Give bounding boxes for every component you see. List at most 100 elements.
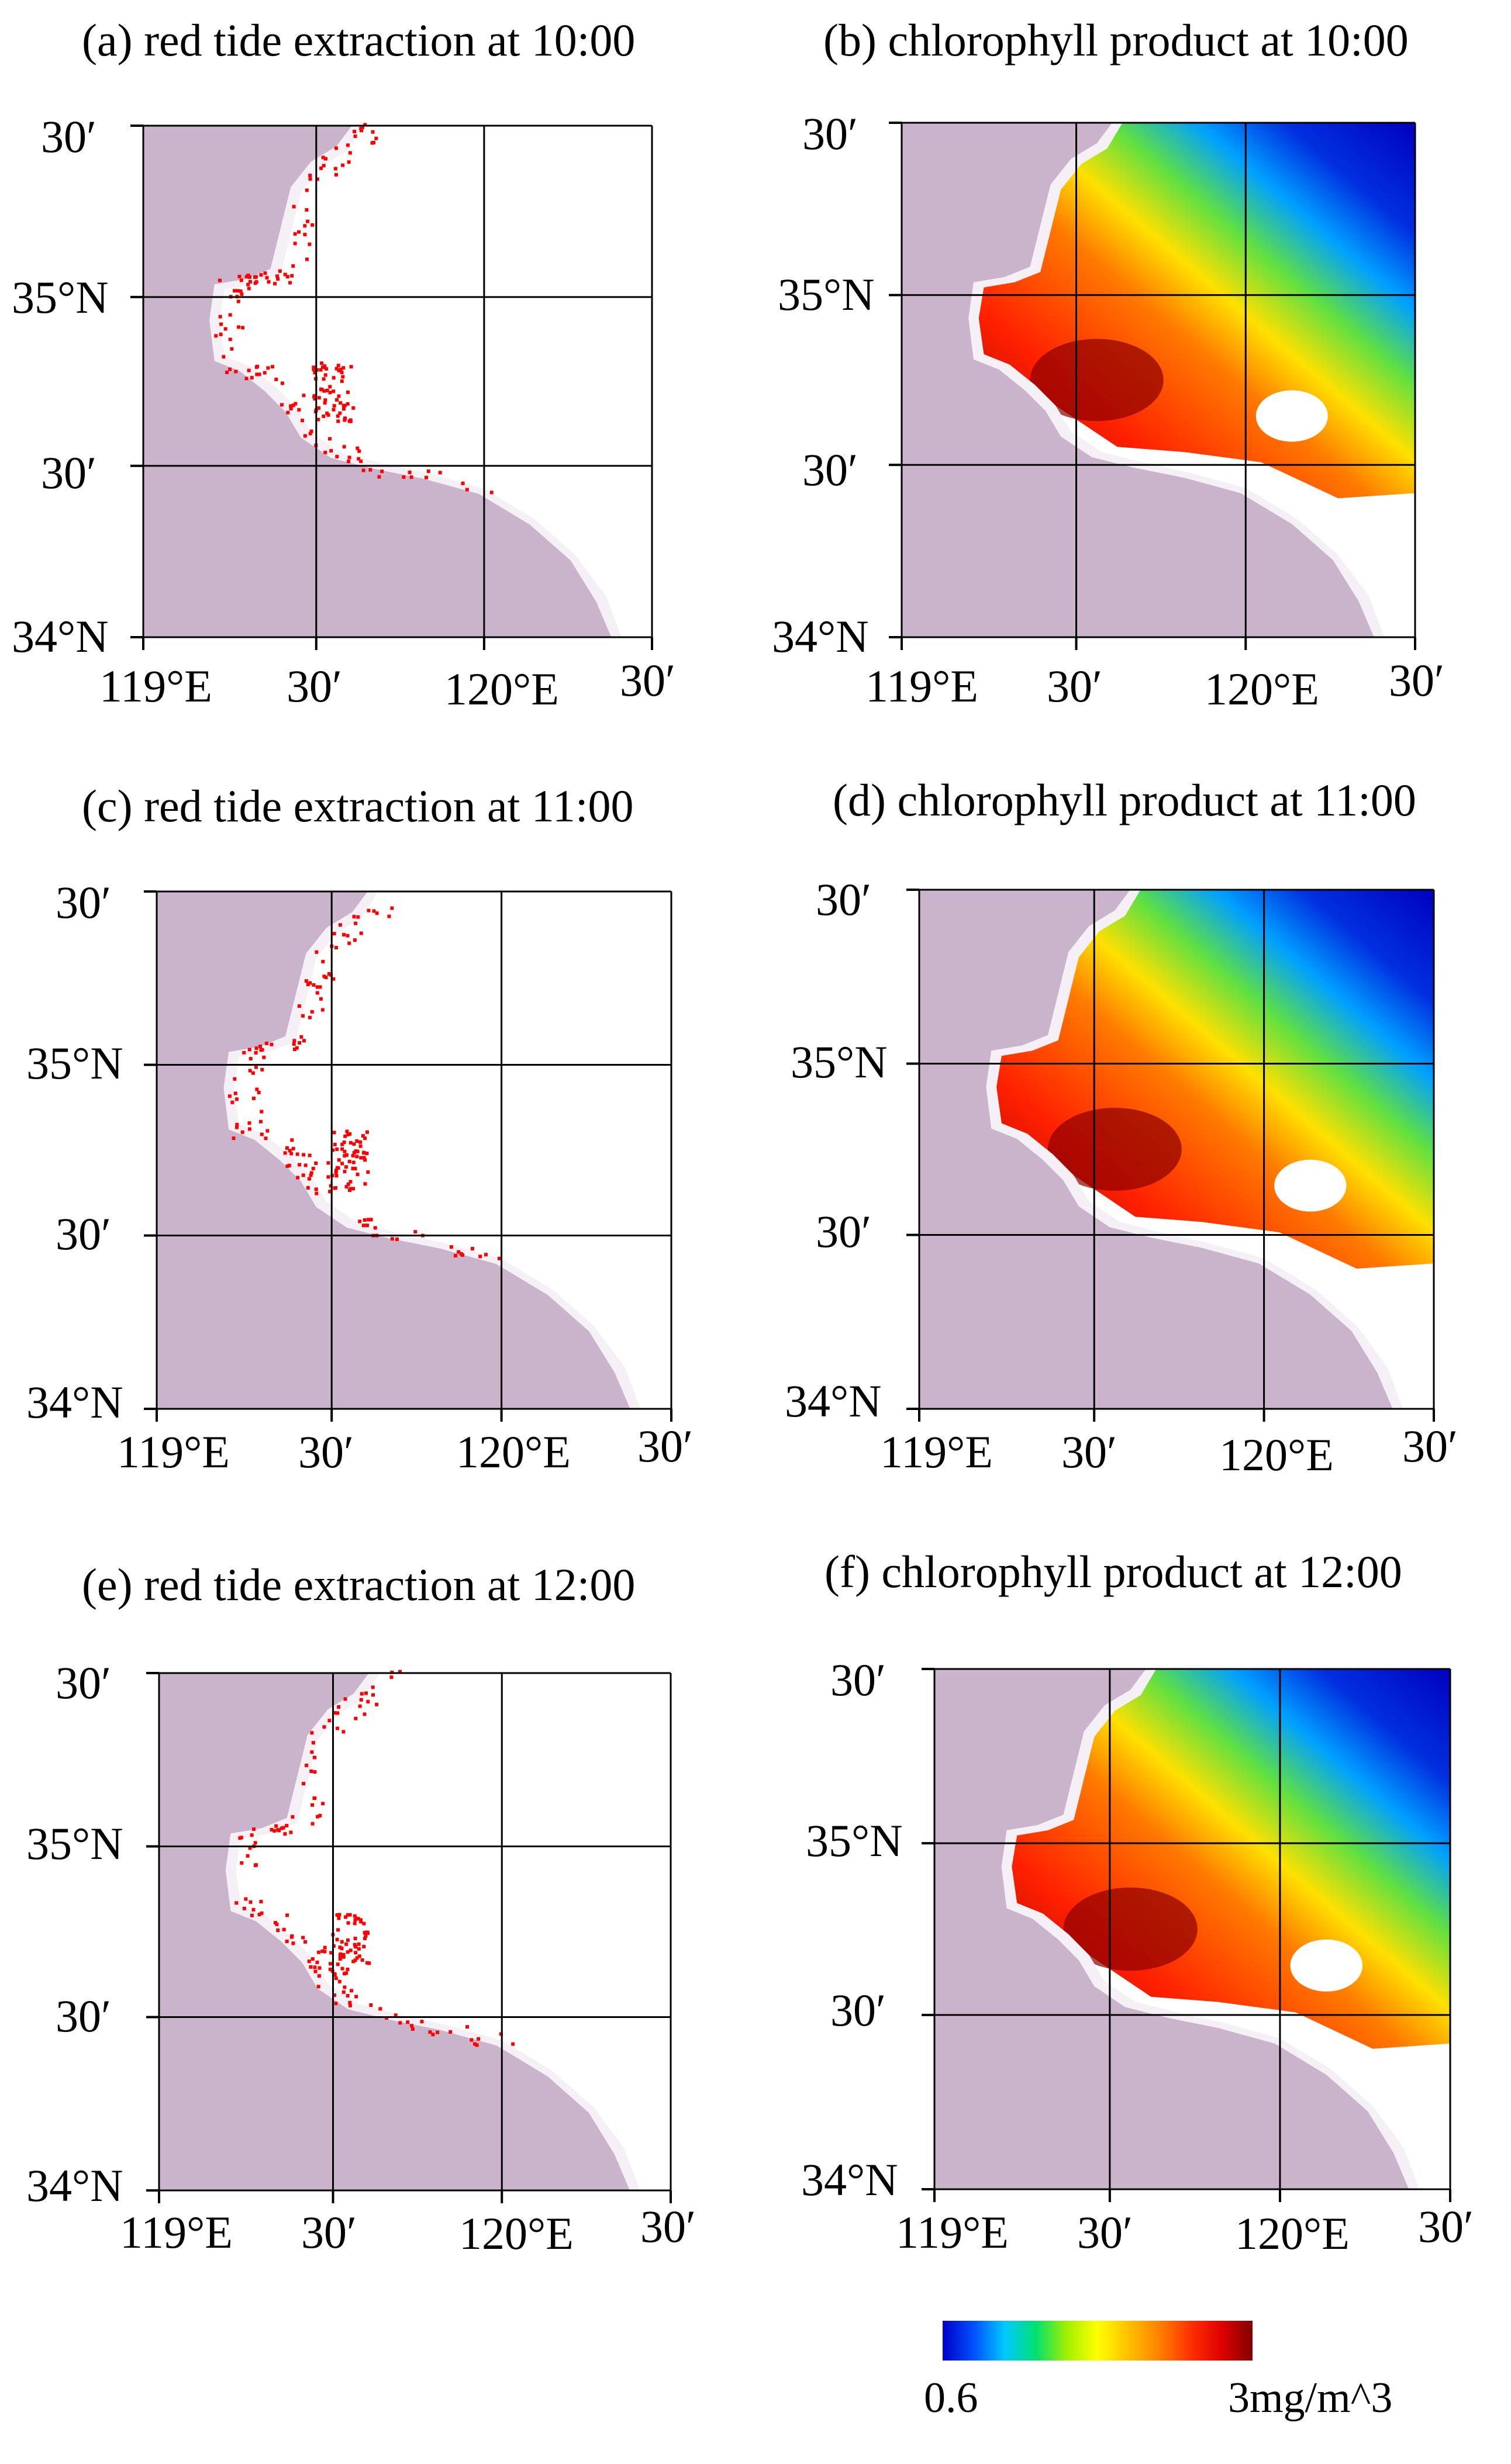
lat-label-30-e: 30′: [56, 1657, 112, 1708]
red-tide-pixel: [322, 974, 326, 979]
red-tide-pixel: [390, 1237, 394, 1241]
red-tide-pixel: [236, 299, 240, 303]
land-area: [143, 126, 612, 637]
red-tide-pixel: [323, 451, 327, 455]
red-tide-pixel: [333, 167, 337, 171]
red-tide-pixel: [333, 1186, 337, 1190]
lon-label-119e-f: 119°E: [896, 2207, 1009, 2258]
map-panel-b: [889, 122, 1416, 650]
red-tide-pixel: [339, 401, 343, 405]
red-tide-pixel: [311, 1166, 315, 1170]
red-tide-pixel: [309, 429, 313, 433]
red-tide-pixel: [237, 325, 241, 329]
red-tide-pixel: [343, 1697, 347, 1701]
red-tide-pixel: [254, 1050, 258, 1055]
red-tide-pixel: [353, 1945, 357, 1949]
panel-title-c: (c) red tide extraction at 11:00: [82, 780, 634, 831]
red-tide-pixel: [334, 172, 338, 177]
red-tide-pixel: [322, 377, 326, 381]
red-tide-pixel: [364, 1691, 368, 1695]
red-tide-pixel: [370, 141, 374, 145]
red-tide-pixel: [254, 1046, 258, 1050]
red-tide-pixel: [353, 1914, 357, 1918]
red-tide-pixel: [267, 280, 271, 284]
red-tide-pixel: [489, 490, 494, 495]
red-tide-pixel: [362, 1156, 366, 1160]
red-tide-pixel: [329, 1189, 333, 1193]
red-tide-pixel: [285, 1824, 289, 1828]
red-tide-pixel: [315, 1960, 319, 1964]
red-tide-pixel: [251, 1071, 255, 1075]
red-tide-pixel: [308, 174, 312, 178]
red-tide-pixel: [301, 1173, 305, 1177]
red-tide-pixel: [337, 1913, 341, 1917]
red-tide-pixel: [228, 367, 232, 371]
red-tide-pixel: [378, 2007, 382, 2011]
red-tide-pixel: [356, 915, 360, 919]
red-tide-pixel: [288, 281, 292, 285]
red-tide-pixel: [348, 2000, 352, 2005]
red-tide-pixel: [255, 1087, 259, 1091]
red-tide-pixel: [340, 1147, 344, 1151]
red-tide-pixel: [313, 397, 317, 401]
red-tide-pixel: [219, 322, 223, 326]
red-tide-pixel: [363, 1182, 367, 1186]
red-tide-pixel: [367, 1961, 371, 1965]
red-tide-pixel: [368, 468, 372, 472]
red-tide-pixel: [341, 163, 345, 167]
red-tide-pixel: [349, 1948, 353, 1952]
red-tide-pixel: [295, 1046, 299, 1050]
red-tide-pixel: [457, 1250, 461, 1254]
red-tide-pixel: [248, 1069, 252, 1073]
red-tide-pixel: [349, 1180, 353, 1184]
red-tide-pixel: [319, 997, 323, 1001]
red-tide-pixel: [327, 1719, 332, 1723]
red-tide-pixel: [322, 164, 326, 168]
red-tide-pixel: [310, 1731, 314, 1735]
red-tide-pixel: [295, 1152, 299, 1156]
red-tide-pixel: [312, 983, 316, 987]
red-tide-pixel: [353, 130, 357, 134]
red-tide-pixel: [339, 1952, 343, 1956]
red-tide-pixel: [235, 1125, 239, 1129]
red-tide-pixel: [307, 1177, 311, 1181]
red-tide-pixel: [358, 1704, 362, 1708]
map-panel-a: [130, 123, 653, 650]
red-tide-pixel: [334, 367, 339, 371]
red-tide-pixel: [359, 126, 363, 130]
red-tide-pixel: [431, 2033, 435, 2037]
red-tide-pixel: [322, 414, 326, 419]
red-tide-pixel: [321, 1802, 325, 1806]
red-tide-pixel: [319, 166, 323, 170]
red-tide-pixel: [408, 471, 412, 475]
red-tide-pixel: [214, 334, 218, 338]
red-tide-pixel: [316, 1815, 320, 1819]
lat-label-30b-f: 30′: [830, 1985, 886, 2036]
red-tide-pixel: [319, 387, 323, 391]
red-tide-pixel: [289, 1935, 294, 1939]
red-tide-pixel: [352, 915, 356, 919]
red-tide-pixel: [332, 376, 336, 380]
red-tide-pixel: [359, 1698, 363, 1702]
red-tide-pixel: [363, 1136, 367, 1141]
red-tide-pixel: [353, 938, 357, 942]
map-panel-e: [146, 1670, 672, 2203]
red-tide-pixel: [367, 908, 371, 913]
red-tide-pixel: [293, 232, 297, 236]
red-tide-pixel: [290, 274, 294, 278]
red-tide-pixel: [312, 1796, 316, 1801]
red-tide-pixel: [257, 1090, 261, 1094]
red-tide-pixel: [334, 1174, 339, 1178]
red-tide-pixel: [369, 2003, 373, 2007]
lon-label-30b-a: 30′: [620, 655, 676, 706]
red-tide-pixel: [315, 177, 319, 181]
red-tide-pixel: [263, 271, 267, 275]
lon-label-120e-b: 120°E: [1205, 663, 1319, 714]
red-tide-pixel: [323, 157, 327, 161]
red-tide-pixel: [312, 365, 316, 369]
red-tide-pixel: [347, 459, 351, 464]
red-tide-pixel: [320, 1949, 325, 1953]
high-chlorophyll-patch: [1063, 1887, 1198, 1971]
red-tide-pixel: [426, 469, 430, 474]
red-tide-pixel: [332, 389, 336, 393]
